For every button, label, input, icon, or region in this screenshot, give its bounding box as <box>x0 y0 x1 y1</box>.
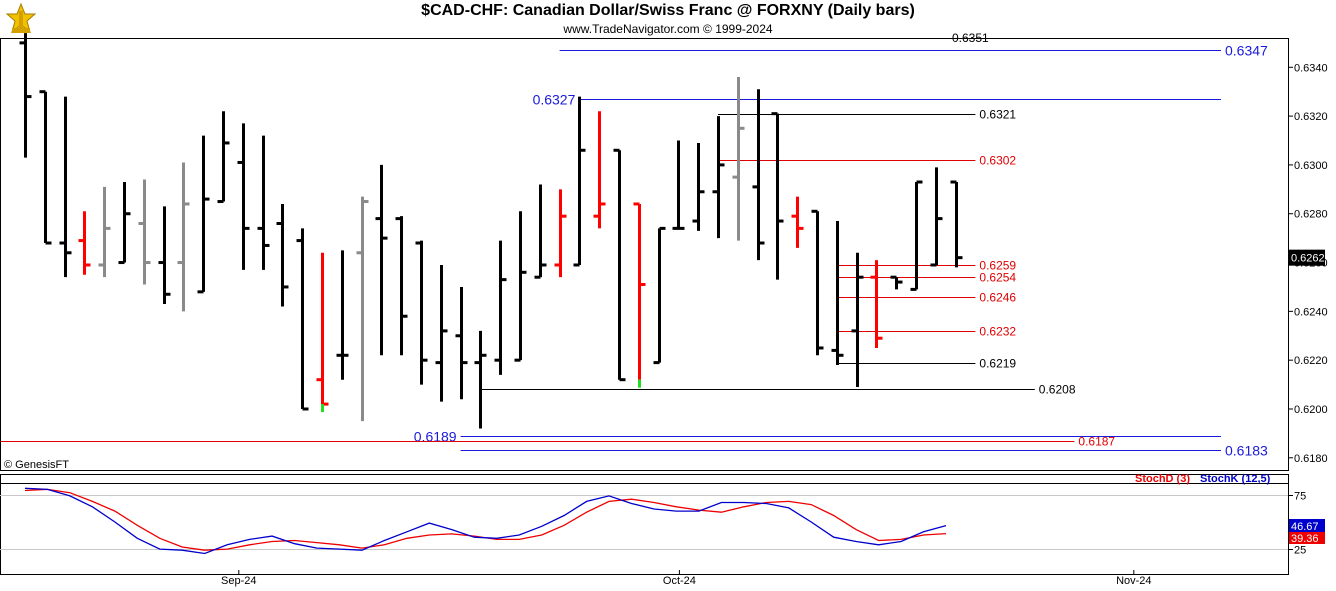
ohlc-bar <box>138 179 151 285</box>
ohlc-bar <box>415 240 428 385</box>
x-axis-label: Nov-24 <box>1116 575 1151 587</box>
last-price-label: 0.6262 <box>1291 253 1325 265</box>
price-frame <box>0 38 1289 471</box>
ohlc-bar <box>811 209 824 356</box>
ohlc-bar <box>19 33 32 158</box>
ohlc-bar <box>356 196 369 422</box>
level-label-0.6327: 0.6327 <box>533 92 576 108</box>
price-y-tick-label: 0.6340 <box>1294 62 1328 74</box>
genesisft-credit: © GenesisFT <box>4 459 69 471</box>
ohlc-bar <box>950 180 963 268</box>
ohlc-bar <box>78 211 91 275</box>
ohlc-bar <box>316 252 329 406</box>
chart-title: $CAD-CHF: Canadian Dollar/Swiss Franc @ … <box>421 2 915 19</box>
ohlc-bar <box>435 264 448 402</box>
chart-subtitle: www.TradeNavigator.com © 1999-2024 <box>563 22 773 36</box>
level-label-0.6302: 0.6302 <box>979 154 1016 168</box>
last-price-box <box>1289 249 1325 266</box>
level-label-0.6219: 0.6219 <box>979 357 1016 371</box>
price-panel: 0.63400.63200.63000.62800.62600.62400.62… <box>0 31 1328 471</box>
level-label-0.6232: 0.6232 <box>979 325 1016 339</box>
price-y-tick-label: 0.6320 <box>1294 111 1328 123</box>
stoch-last-label: 46.67 <box>1291 521 1319 533</box>
x-axis-label: Sep-24 <box>221 575 256 587</box>
ohlc-bar <box>791 196 804 248</box>
level-label-0.6254: 0.6254 <box>979 271 1016 285</box>
ohlc-bar <box>395 216 408 356</box>
ohlc-bar <box>494 240 507 375</box>
ohlc-bar <box>851 252 864 388</box>
stoch-y-tick-label: 75 <box>1294 491 1306 503</box>
stoch-frame <box>0 474 1289 575</box>
ohlc-bar <box>573 96 586 267</box>
price-y-tick-label: 0.6240 <box>1294 306 1328 318</box>
level-label-0.6259: 0.6259 <box>979 259 1016 273</box>
ohlc-bar <box>613 148 626 382</box>
ohlc-bar <box>455 286 468 400</box>
stoch-y-tick-label: 25 <box>1294 545 1306 557</box>
ohlc-bar <box>712 116 725 239</box>
level-label-0.6347: 0.6347 <box>1225 43 1268 59</box>
ohlc-bar <box>177 162 190 312</box>
ohlc-bar <box>197 135 210 294</box>
ohlc-bar <box>890 275 903 290</box>
price-y-tick-label: 0.6300 <box>1294 160 1328 172</box>
ohlc-bar <box>474 330 487 429</box>
ohlc-bar <box>692 142 705 231</box>
level-label-0.6183: 0.6183 <box>1225 443 1268 459</box>
stoch-last-label: 39.36 <box>1291 533 1319 545</box>
ohlc-bar <box>296 228 309 411</box>
ohlc-bar <box>98 186 111 278</box>
level-label-0.6208: 0.6208 <box>1039 383 1076 397</box>
trade-navigator-logo-icon <box>5 2 37 34</box>
price-y-tick-label: 0.6200 <box>1294 404 1328 416</box>
ohlc-bar <box>870 260 883 348</box>
stoch-line-k <box>24 487 947 555</box>
ohlc-bar <box>593 111 606 229</box>
ohlc-bar <box>158 206 171 305</box>
ohlc-bar <box>375 164 388 356</box>
stoch-last-box <box>1289 519 1325 532</box>
stoch-legend-d: StochD (3) <box>1135 473 1190 485</box>
ohlc-bar <box>59 96 72 278</box>
price-y-tick-label: 0.6280 <box>1294 209 1328 221</box>
ohlc-bar <box>930 167 943 267</box>
level-label-0.6189: 0.6189 <box>414 429 457 445</box>
ohlc-bar <box>276 203 289 307</box>
price-y-tick-label: 0.6220 <box>1294 355 1328 367</box>
stoch-last-box <box>1289 531 1325 544</box>
stoch-legend-k: StochK (12,5) <box>1200 473 1271 485</box>
level-label-0.6321: 0.6321 <box>979 108 1016 122</box>
ohlc-bar <box>771 112 784 280</box>
ohlc-bar <box>831 221 844 366</box>
level-label-0.6246: 0.6246 <box>979 291 1016 305</box>
level-label-0.6351: 0.6351 <box>952 31 989 45</box>
ohlc-bar <box>633 202 646 380</box>
ohlc-bar <box>672 140 685 230</box>
ohlc-bar <box>336 250 349 380</box>
ohlc-bar <box>910 180 923 291</box>
ohlc-bar <box>534 184 547 279</box>
ohlc-bar <box>217 111 230 204</box>
ohlc-bar <box>39 90 52 245</box>
ohlc-bar <box>732 77 745 241</box>
chart-header: $CAD-CHF: Canadian Dollar/Swiss Franc @ … <box>0 0 1336 38</box>
ohlc-bar <box>237 123 250 270</box>
ohlc-bar <box>752 89 765 261</box>
ohlc-bar <box>653 226 666 365</box>
price-y-tick-label: 0.6180 <box>1294 453 1328 465</box>
ohlc-bar <box>257 135 270 270</box>
ohlc-bar <box>514 211 527 362</box>
ohlc-bar <box>554 189 567 278</box>
ohlc-bar <box>118 182 131 265</box>
level-label-0.6187: 0.6187 <box>1078 435 1115 449</box>
x-axis-label: Oct-24 <box>663 575 696 587</box>
